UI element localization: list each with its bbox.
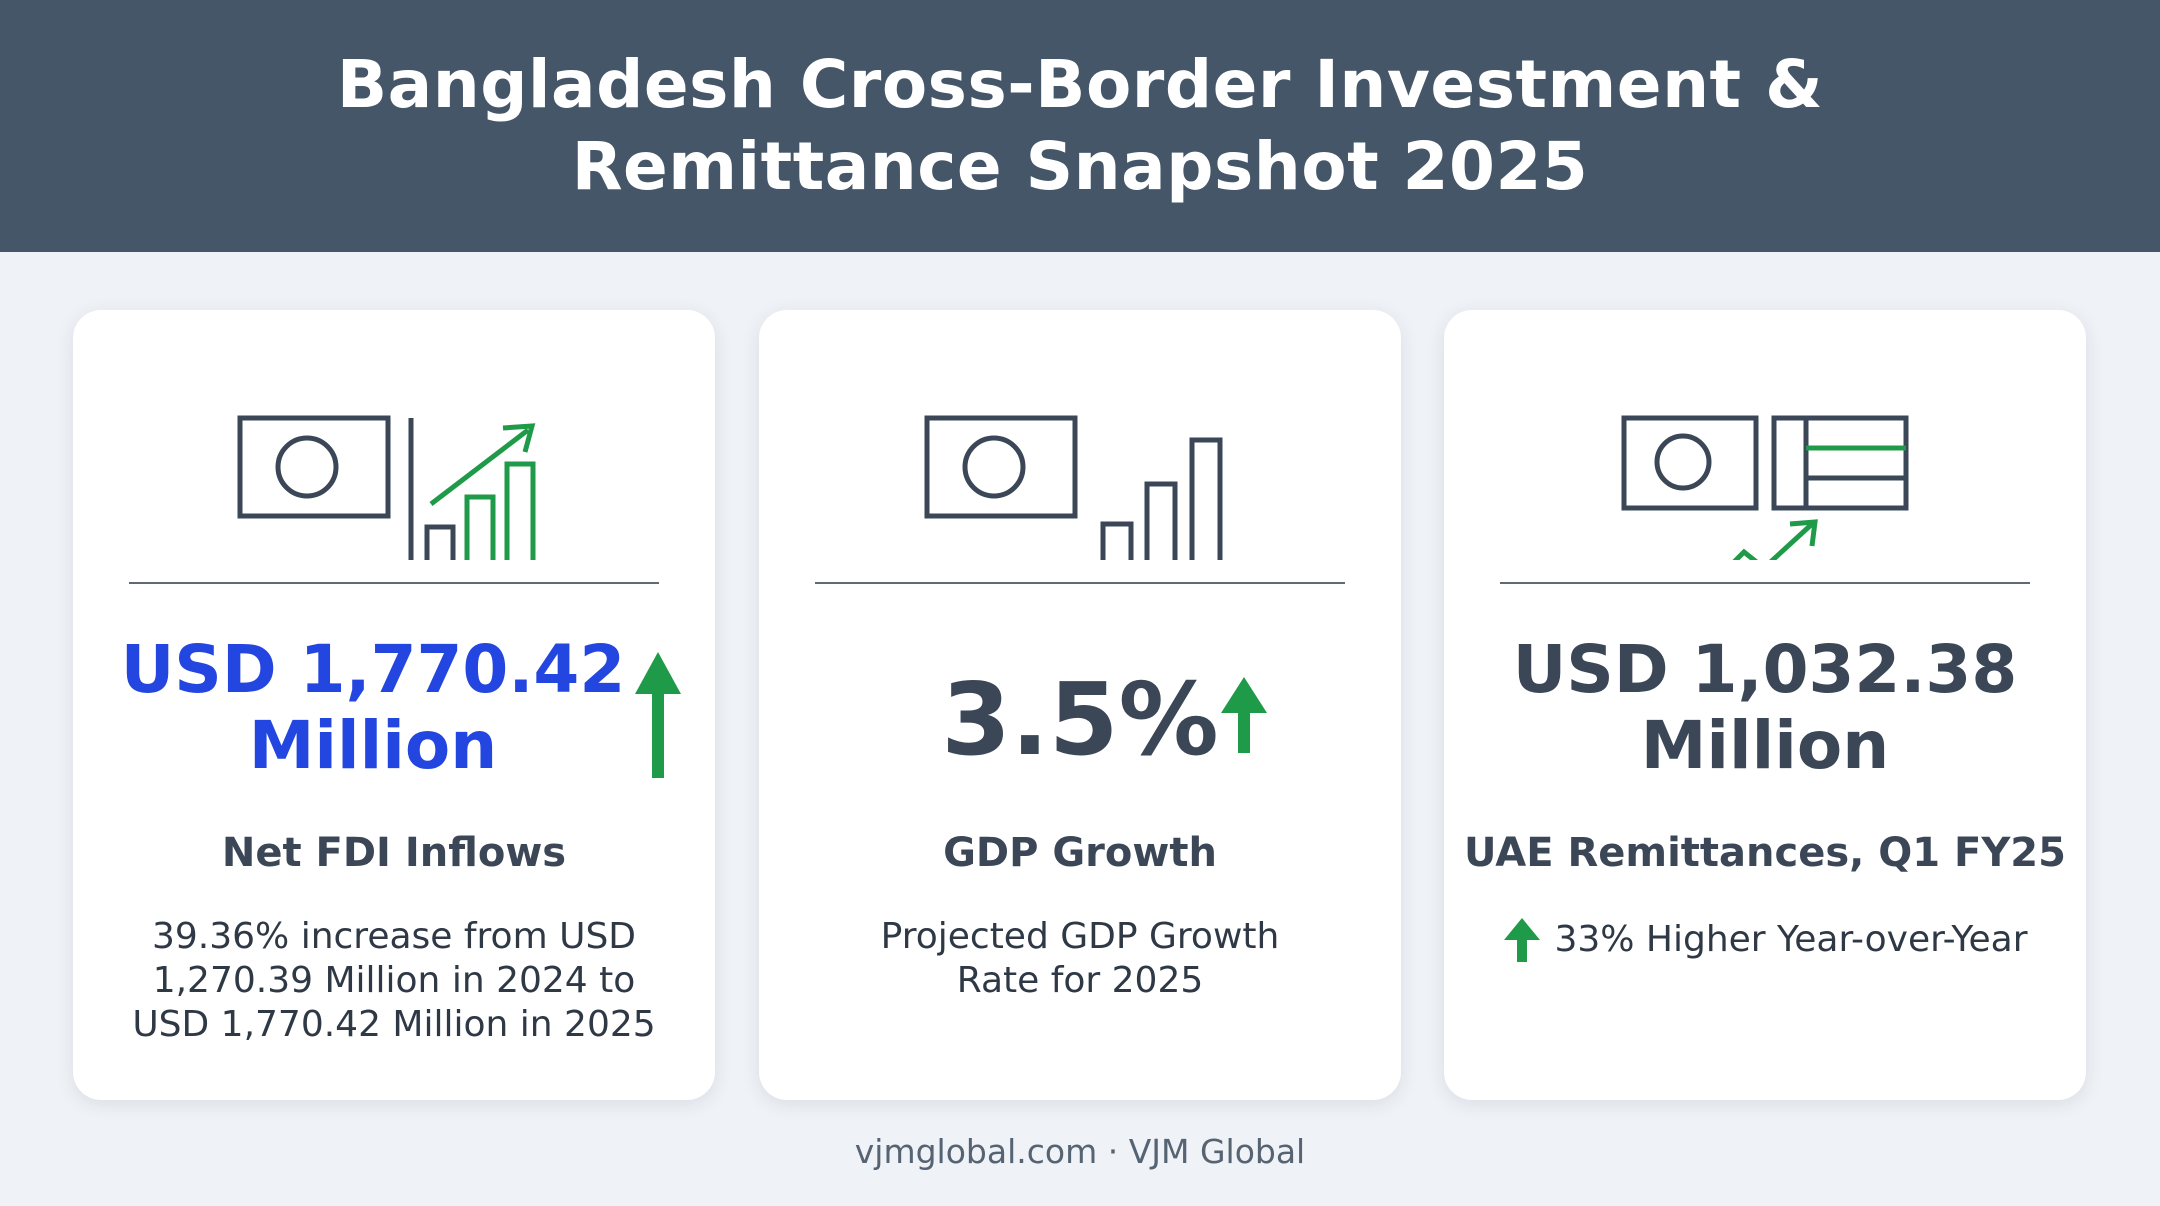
- fdi-label: Net FDI Inflows: [221, 830, 567, 876]
- divider: [815, 582, 1345, 584]
- remittance-value-line1: USD 1,032.38: [1512, 631, 2018, 708]
- page-title: Bangladesh Cross-Border Investment & Rem…: [336, 46, 1824, 205]
- bar-chart-growth-icon: [408, 418, 536, 560]
- up-arrow-icon: [635, 652, 681, 778]
- remittance-value: USD 1,032.38 Million: [1444, 632, 2086, 784]
- up-arrow-icon: [1221, 677, 1267, 753]
- fdi-card: USD 1,770.42 Million Net FDI Inflows 39.…: [73, 310, 715, 1100]
- remittance-value-line2: Million: [1640, 707, 1890, 784]
- up-arrow-icon: [1504, 918, 1541, 962]
- fdi-value-line1: USD 1,770.42: [120, 631, 626, 708]
- bar-chart-icon: [1100, 437, 1223, 560]
- gdp-value: 3.5%: [941, 661, 1219, 778]
- divider: [129, 582, 659, 584]
- fdi-description: 39.36% increase from USD 1,270.39 Millio…: [132, 916, 656, 1045]
- flag-icon: [924, 415, 1078, 519]
- remittance-label: UAE Remittances, Q1 FY25: [1464, 830, 2066, 876]
- bangladesh-flag-icon: [1621, 415, 1759, 511]
- trend-up-icon: [1732, 519, 1818, 560]
- gdp-card: 3.5% GDP Growth Projected GDP Growth Rat…: [759, 310, 1401, 1100]
- fdi-value-line2: Million: [248, 707, 498, 784]
- remittance-description-row: 33% Higher Year-over-Year: [1444, 916, 2086, 964]
- remittance-description: 33% Higher Year-over-Year: [1554, 919, 2028, 960]
- remittance-card: USD 1,032.38 Million UAE Remittances, Q1…: [1444, 310, 2086, 1100]
- divider: [1500, 582, 2030, 584]
- footer-credit: vjmglobal.com · VJM Global: [854, 1132, 1306, 1171]
- page-header: Bangladesh Cross-Border Investment & Rem…: [0, 0, 2160, 252]
- fdi-illustration: [237, 415, 536, 560]
- uae-flag-icon: [1771, 415, 1909, 511]
- gdp-label: GDP Growth: [943, 830, 1217, 876]
- gdp-description: Projected GDP Growth Rate for 2025: [880, 916, 1280, 1001]
- fdi-value: USD 1,770.42 Million: [73, 632, 673, 784]
- flag-icon: [237, 415, 391, 519]
- remittance-illustration: [1621, 415, 1909, 560]
- gdp-illustration: [924, 415, 1223, 560]
